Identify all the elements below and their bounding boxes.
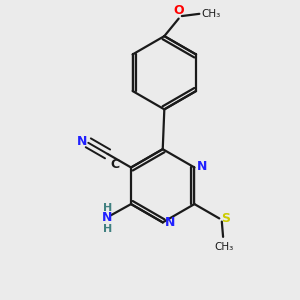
Text: H: H: [103, 224, 112, 234]
Text: O: O: [173, 4, 184, 17]
Text: CH₃: CH₃: [201, 9, 220, 19]
Text: H: H: [103, 203, 112, 213]
Text: N: N: [165, 216, 176, 229]
Text: N: N: [102, 211, 112, 224]
Text: C: C: [111, 158, 120, 171]
Text: S: S: [221, 212, 230, 225]
Text: N: N: [197, 160, 207, 173]
Text: CH₃: CH₃: [214, 242, 234, 252]
Text: N: N: [76, 136, 87, 148]
